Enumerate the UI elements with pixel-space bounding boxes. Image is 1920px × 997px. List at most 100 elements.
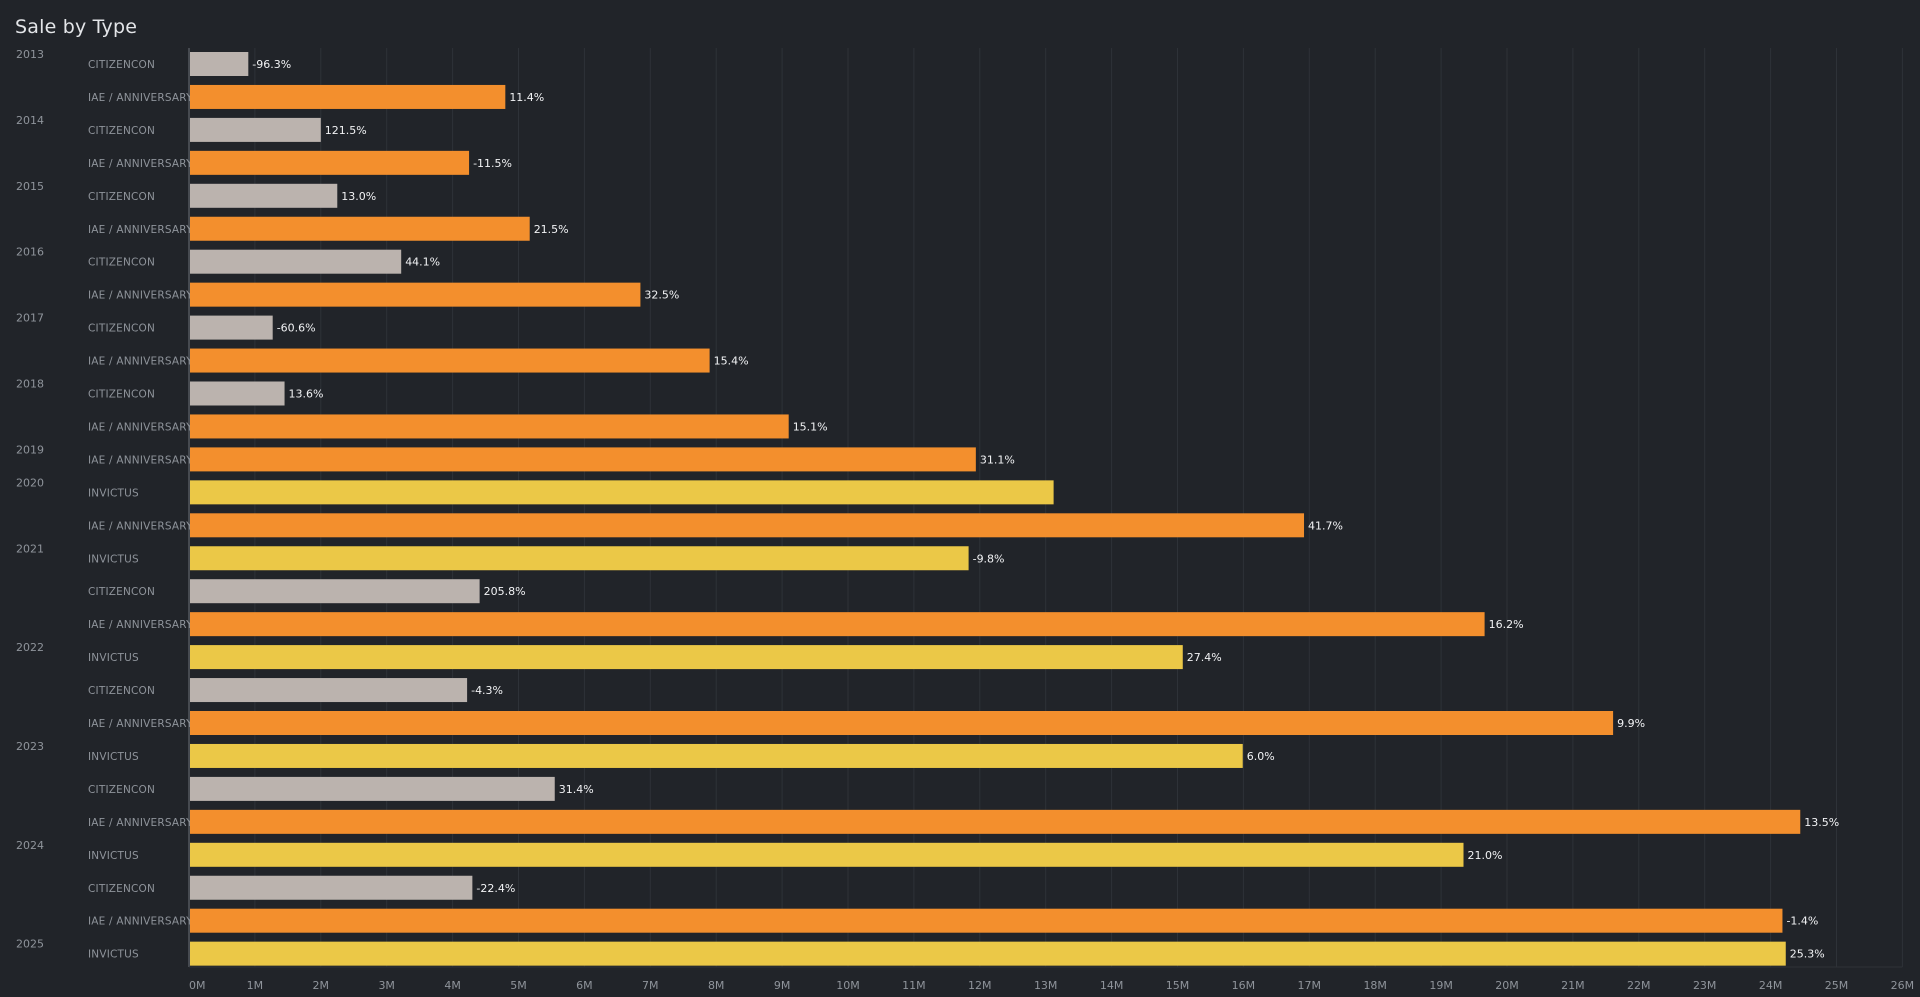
bar xyxy=(190,809,1801,834)
x-tick-label: 21M xyxy=(1561,979,1585,992)
bar xyxy=(190,447,976,472)
x-tick-label: 19M xyxy=(1429,979,1453,992)
x-tick-label: 4M xyxy=(444,979,461,992)
x-tick-label: 12M xyxy=(968,979,992,992)
year-label: 2025 xyxy=(16,938,44,951)
year-label: 2015 xyxy=(16,180,44,193)
type-label: IAE / ANNIVERSARY xyxy=(88,92,193,104)
type-label: CITIZENCON xyxy=(88,125,155,137)
year-label: 2016 xyxy=(16,246,44,259)
type-label: IAE / ANNIVERSARY xyxy=(88,158,193,170)
x-tick-label: 8M xyxy=(708,979,725,992)
bar xyxy=(190,84,506,109)
bar xyxy=(190,480,1054,505)
x-tick-label: 20M xyxy=(1495,979,1519,992)
type-label: IAE / ANNIVERSARY xyxy=(88,916,193,928)
data-label: -4.3% xyxy=(471,684,503,697)
x-tick-label: 23M xyxy=(1693,979,1717,992)
year-label: 2021 xyxy=(16,542,44,555)
x-tick-label: 17M xyxy=(1298,979,1322,992)
x-tick-label: 10M xyxy=(836,979,860,992)
bar xyxy=(190,678,468,703)
data-label: -96.3% xyxy=(252,58,291,71)
data-label: -22.4% xyxy=(476,882,515,895)
type-label: INVICTUS xyxy=(88,487,139,499)
data-label: 13.0% xyxy=(341,190,376,203)
bar xyxy=(190,52,249,76)
x-tick-label: 6M xyxy=(576,979,593,992)
data-label: 121.5% xyxy=(325,124,367,137)
data-label: 16.2% xyxy=(1489,618,1524,631)
type-label: IAE / ANNIVERSARY xyxy=(88,718,193,730)
type-label: IAE / ANNIVERSARY xyxy=(88,356,193,368)
bar xyxy=(190,743,1243,768)
x-tick-label: 1M xyxy=(247,979,264,992)
data-label: 31.1% xyxy=(980,453,1015,466)
type-label: IAE / ANNIVERSARY xyxy=(88,421,193,433)
bar xyxy=(190,941,1786,966)
type-label: CITIZENCON xyxy=(88,685,155,697)
type-label: IAE / ANNIVERSARY xyxy=(88,454,193,466)
type-label: IAE / ANNIVERSARY xyxy=(88,619,193,631)
data-label: 11.4% xyxy=(509,91,544,104)
type-label: IAE / ANNIVERSARY xyxy=(88,817,193,829)
x-tick-label: 9M xyxy=(774,979,791,992)
data-label: 15.1% xyxy=(793,420,828,433)
data-label: -11.5% xyxy=(473,157,512,170)
type-label: IAE / ANNIVERSARY xyxy=(88,224,193,236)
data-label: -60.6% xyxy=(277,322,316,335)
type-label: INVICTUS xyxy=(88,850,139,862)
bar xyxy=(190,249,402,274)
x-tick-label: 22M xyxy=(1627,979,1651,992)
type-label: CITIZENCON xyxy=(88,59,155,71)
bar xyxy=(190,513,1305,538)
type-label: IAE / ANNIVERSARY xyxy=(88,290,193,302)
bar xyxy=(190,776,555,801)
bar xyxy=(190,315,273,340)
type-label: IAE / ANNIVERSARY xyxy=(88,520,193,532)
data-label: 13.5% xyxy=(1804,816,1839,829)
year-label: 2024 xyxy=(16,839,44,852)
bar xyxy=(190,612,1485,637)
x-tick-label: 26M xyxy=(1891,979,1915,992)
bar xyxy=(190,150,470,175)
bar xyxy=(190,842,1464,867)
bar xyxy=(190,282,641,307)
x-tick-label: 14M xyxy=(1100,979,1124,992)
bar xyxy=(190,117,321,142)
data-label: -9.8% xyxy=(973,552,1005,565)
bar xyxy=(190,216,530,241)
data-label: 205.8% xyxy=(484,585,526,598)
data-label: 32.5% xyxy=(644,289,679,302)
data-label: 15.4% xyxy=(714,355,749,368)
type-label: INVICTUS xyxy=(88,949,139,961)
x-tick-label: 18M xyxy=(1363,979,1387,992)
x-tick-label: 13M xyxy=(1034,979,1058,992)
x-tick-label: 0M xyxy=(189,979,206,992)
x-tick-label: 16M xyxy=(1232,979,1256,992)
data-label: -1.4% xyxy=(1786,915,1818,928)
data-label: 13.6% xyxy=(289,388,324,401)
x-tick-label: 11M xyxy=(902,979,926,992)
data-label: 25.3% xyxy=(1790,948,1825,961)
year-label: 2019 xyxy=(16,443,44,456)
type-label: INVICTUS xyxy=(88,553,139,565)
type-label: CITIZENCON xyxy=(88,389,155,401)
data-label: 21.0% xyxy=(1468,849,1503,862)
bar xyxy=(190,414,789,439)
data-label: 31.4% xyxy=(559,783,594,796)
type-label: CITIZENCON xyxy=(88,257,155,269)
type-label: CITIZENCON xyxy=(88,883,155,895)
year-label: 2020 xyxy=(16,476,44,489)
data-label: 6.0% xyxy=(1247,750,1275,763)
bar xyxy=(190,645,1183,670)
x-tick-label: 5M xyxy=(510,979,527,992)
x-tick-label: 2M xyxy=(313,979,330,992)
type-label: CITIZENCON xyxy=(88,191,155,203)
data-label: 44.1% xyxy=(405,256,440,269)
type-label: CITIZENCON xyxy=(88,784,155,796)
year-label: 2023 xyxy=(16,740,44,753)
type-label: CITIZENCON xyxy=(88,586,155,598)
